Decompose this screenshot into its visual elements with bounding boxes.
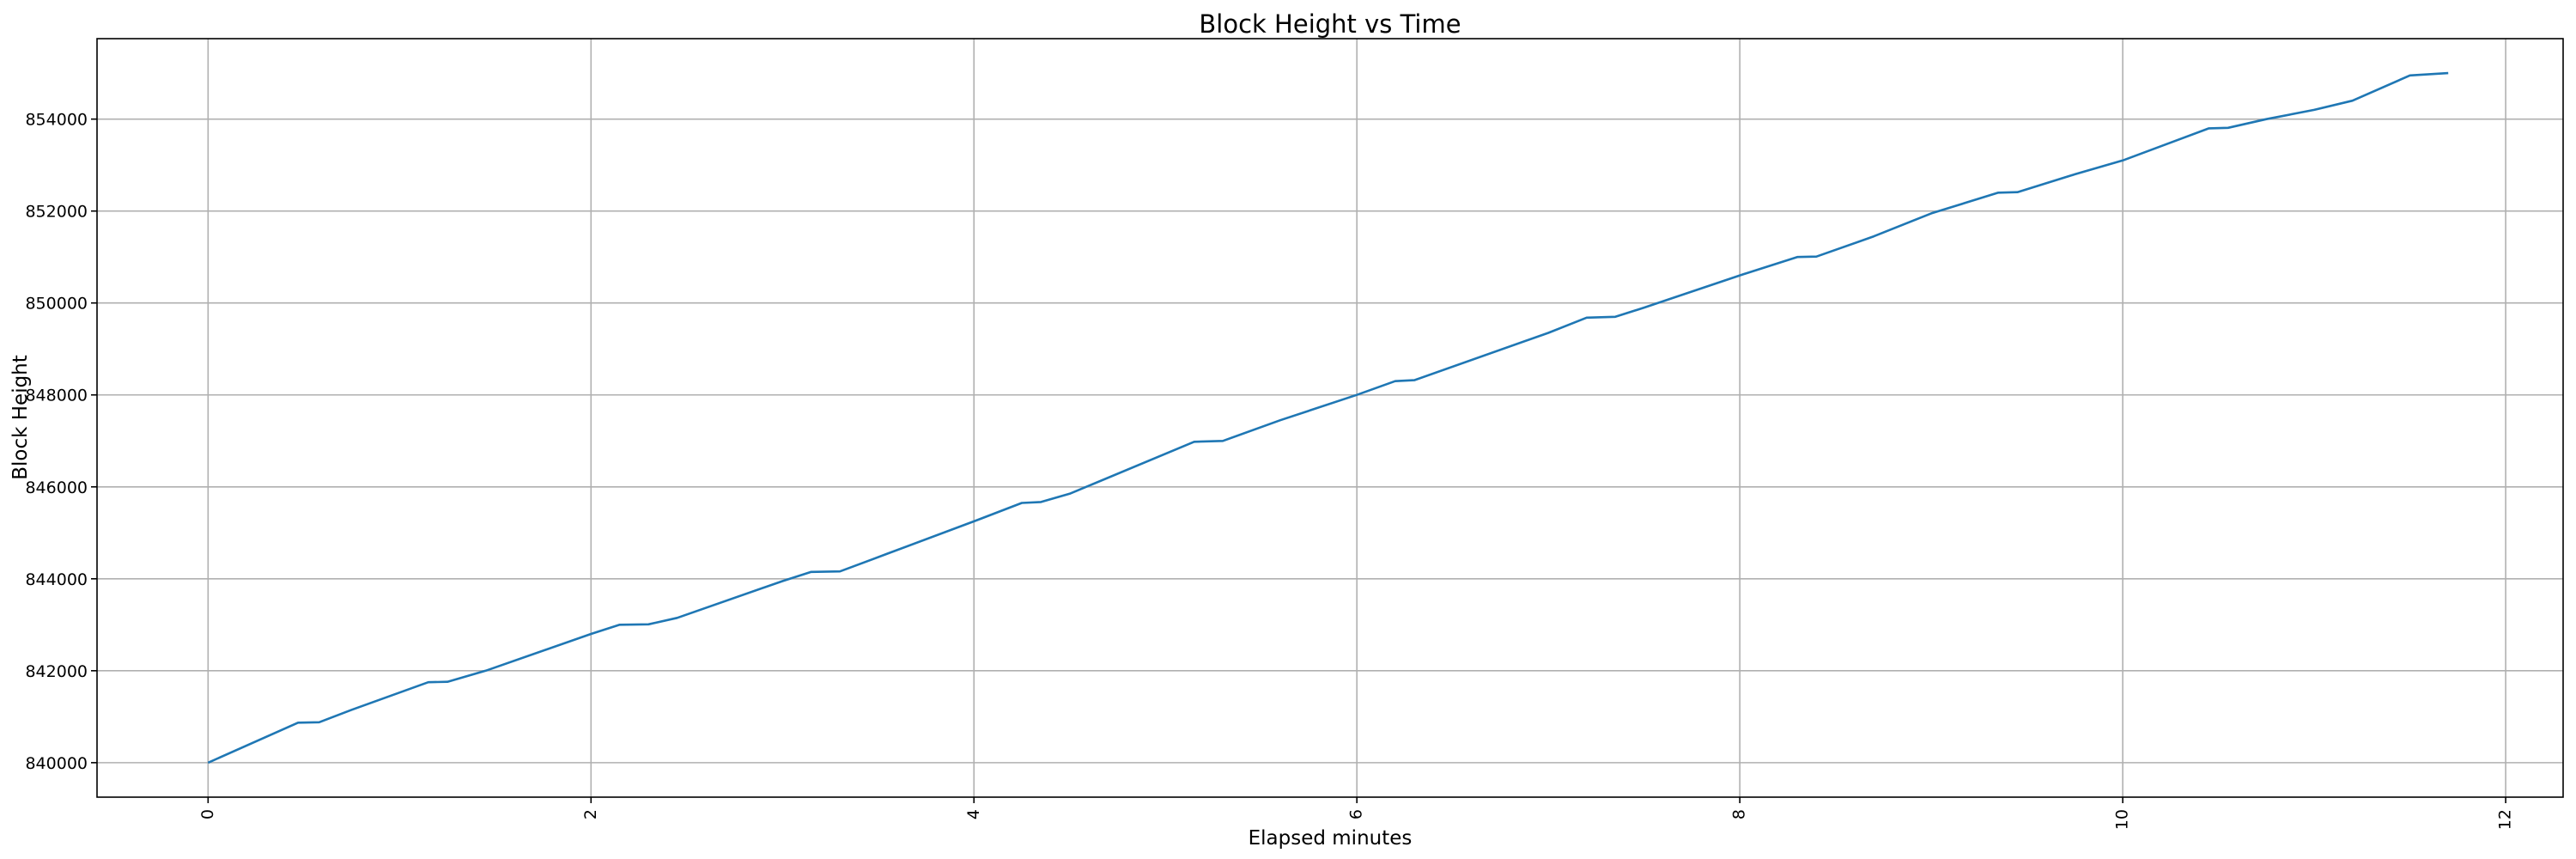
x-tick-label: 10 xyxy=(2113,809,2132,830)
y-tick-label: 848000 xyxy=(25,387,88,405)
y-tick-label: 840000 xyxy=(25,754,88,773)
x-tick-label: 6 xyxy=(1347,809,1366,819)
x-tick-label: 4 xyxy=(964,809,983,819)
grid xyxy=(97,39,2563,797)
y-tick-label: 852000 xyxy=(25,203,88,222)
y-tick-label: 842000 xyxy=(25,662,88,681)
ticks: 0 2 4 6 8 10 12 840000 842000 844000 846000 848000 8… xyxy=(25,111,2514,831)
x-tick-label: 0 xyxy=(198,809,217,819)
series-line xyxy=(207,71,2449,765)
chart-title: Block Height vs Time xyxy=(1199,9,1461,39)
y-tick-label: 844000 xyxy=(25,570,88,589)
y-tick-label: 846000 xyxy=(25,478,88,497)
x-tick-label: 12 xyxy=(2496,809,2515,830)
y-axis-label: Block Height xyxy=(9,355,32,480)
x-axis-label: Elapsed minutes xyxy=(1249,827,1413,850)
y-tick-label: 850000 xyxy=(25,295,88,314)
plot-frame xyxy=(96,38,2564,798)
x-tick-label: 8 xyxy=(1730,809,1749,819)
y-tick-label: 854000 xyxy=(25,111,88,130)
x-tick-label: 2 xyxy=(581,809,600,819)
